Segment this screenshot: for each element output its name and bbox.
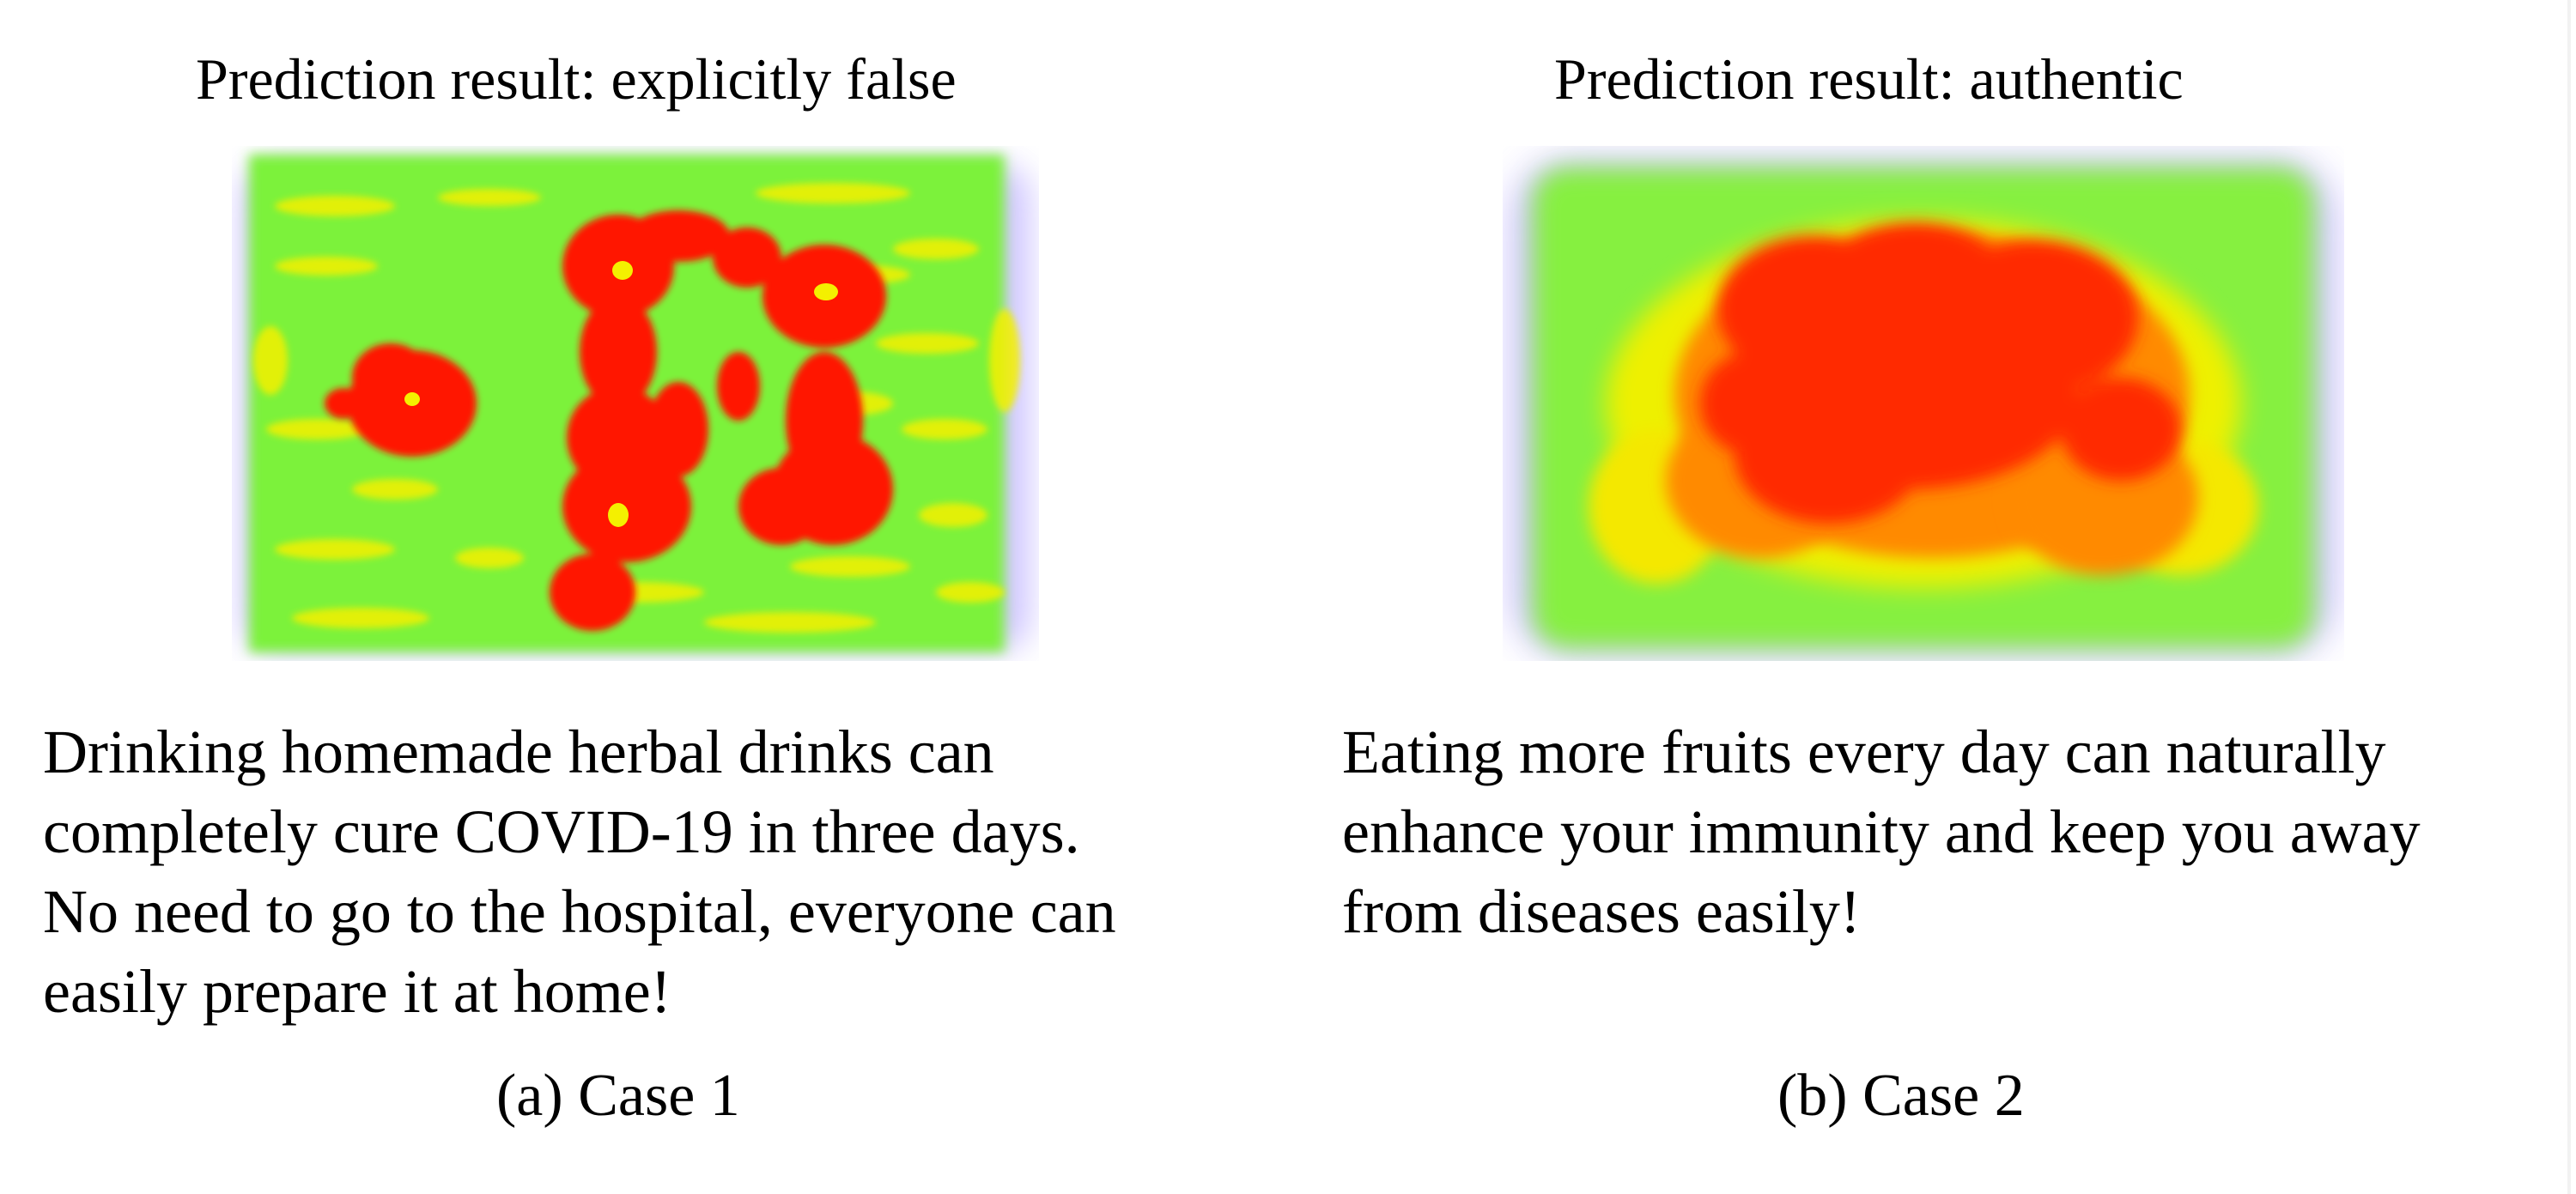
claim-line: completely cure COVID-19 in three days. bbox=[43, 797, 1080, 866]
claim-line: easily prepare it at home! bbox=[43, 957, 671, 1026]
claim-line: from diseases easily! bbox=[1342, 877, 1861, 946]
prediction-result-case-2: Prediction result: authentic bbox=[1554, 46, 2184, 112]
claim-text-case-1: Drinking homemade herbal drinks can comp… bbox=[43, 712, 1262, 1032]
attention-heatmap-case-2 bbox=[1503, 146, 2344, 661]
case-1-panel: Prediction result: explicitly false bbox=[43, 46, 1262, 1129]
case-2-panel: Prediction result: authentic bbox=[1288, 0, 2576, 1194]
page-edge-divider bbox=[2567, 0, 2571, 1194]
caption-case-1: (a) Case 1 bbox=[496, 1063, 740, 1129]
claim-text-case-2: Eating more fruits every day can natural… bbox=[1342, 712, 2561, 952]
claim-line: No need to go to the hospital, everyone … bbox=[43, 877, 1116, 946]
claim-line: Drinking homemade herbal drinks can bbox=[43, 718, 994, 786]
attention-heatmap-case-1 bbox=[232, 146, 1039, 661]
caption-case-2: (b) Case 2 bbox=[1777, 1063, 2025, 1129]
claim-line: enhance your immunity and keep you away bbox=[1342, 797, 2421, 866]
prediction-result-case-1: Prediction result: explicitly false bbox=[196, 46, 957, 112]
claim-line: Eating more fruits every day can natural… bbox=[1342, 718, 2386, 786]
